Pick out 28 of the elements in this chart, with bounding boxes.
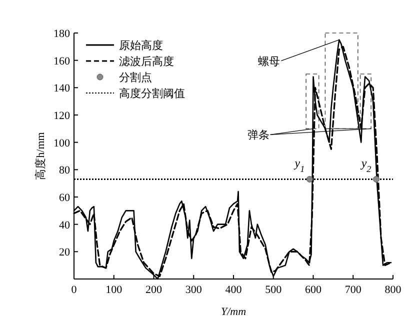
x-tick-label: 0 xyxy=(71,284,78,296)
annotation: y$_{1}$ xyxy=(294,156,305,174)
y-tick-label: 40 xyxy=(59,219,70,232)
y-tick-label: 160 xyxy=(54,55,70,68)
x-tick-label: 600 xyxy=(305,284,322,296)
x-tick-label: 700 xyxy=(344,284,362,296)
y-tick-label: 180 xyxy=(54,28,70,40)
x-tick-label: 500 xyxy=(265,284,282,296)
legend-label: 原始高度 xyxy=(119,39,163,52)
y-tick-label: 100 xyxy=(54,137,70,150)
y-tick-label: 60 xyxy=(59,192,70,204)
legend-label: 分割点 xyxy=(119,71,152,84)
x-axis-title: Y/mm xyxy=(220,306,246,318)
legend-label: 滤波后高度 xyxy=(119,55,174,68)
y-axis-title: 高度h/mm xyxy=(34,132,47,180)
x-tick-label: 400 xyxy=(225,284,242,296)
x-tick-label: 800 xyxy=(384,284,402,296)
y-tick-label: 80 xyxy=(59,164,70,177)
annotation: y$_{2}$ xyxy=(360,156,372,174)
y-tick-label: 140 xyxy=(54,82,70,95)
x-tick-label: 100 xyxy=(106,284,123,296)
annotation: 弹条 xyxy=(247,128,270,142)
annotation: 螺母 xyxy=(258,54,280,68)
legend-label: 高度分割阈值 xyxy=(119,87,185,100)
x-tick-label: 300 xyxy=(185,284,202,296)
y-tick-label: 120 xyxy=(54,110,70,122)
y-tick-label: 20 xyxy=(59,246,70,259)
x-tick-label: 200 xyxy=(146,284,162,296)
